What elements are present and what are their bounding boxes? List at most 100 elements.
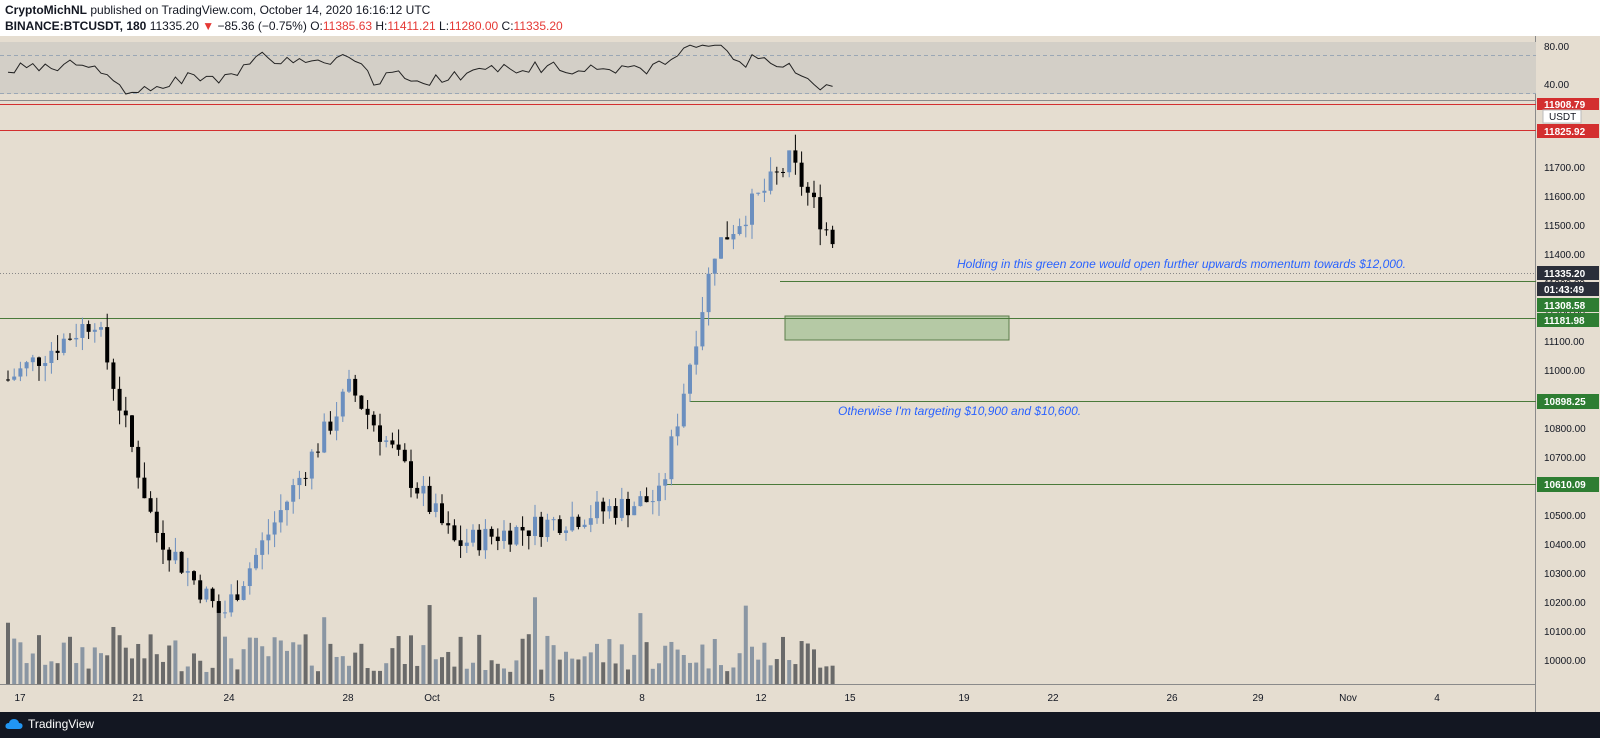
candle-body	[167, 549, 172, 561]
volume-bar	[241, 649, 246, 684]
volume-bar	[508, 671, 513, 684]
candle-body	[551, 519, 556, 521]
volume-bar	[774, 659, 779, 684]
candle-body	[241, 586, 246, 600]
candle-body	[192, 571, 196, 581]
volume-bar	[477, 634, 482, 684]
candle-body	[632, 506, 637, 516]
volume-bar	[322, 617, 327, 684]
candle-body	[440, 503, 444, 524]
tradingview-brand[interactable]: TradingView	[5, 717, 94, 731]
candle-body	[681, 393, 686, 427]
candle-body	[247, 568, 252, 587]
price-tag-11825: 11825.92	[1544, 127, 1586, 138]
volume-bar	[30, 653, 35, 684]
candle-body	[502, 530, 506, 542]
annotation-targets[interactable]: Otherwise I'm targeting $10,900 and $10,…	[838, 404, 1081, 418]
volume-bar	[613, 663, 618, 684]
candle-body	[731, 233, 736, 240]
price-tags: 11908.79 USDT 11825.92 11335.20 01:43:49…	[1537, 98, 1599, 492]
candle-body	[694, 346, 699, 365]
candle-body	[458, 540, 463, 546]
time-tick-13: Nov	[1339, 693, 1357, 704]
plot-background	[0, 36, 1536, 684]
volume-bar	[768, 665, 773, 684]
volume-bar	[111, 626, 116, 684]
volume-bar	[433, 659, 438, 684]
time-tick-3: 28	[342, 693, 354, 704]
volume-bar	[712, 638, 717, 684]
candle-body	[378, 425, 382, 442]
candle-body	[533, 516, 537, 536]
time-tick-5: 5	[549, 693, 555, 704]
horizontal-levels	[0, 104, 1536, 485]
volume-bar	[415, 665, 420, 684]
candle-body	[266, 534, 271, 541]
chart-canvas[interactable]: 80.00 40.00 11700.00 11600.00 11500.00 1140…	[0, 36, 1600, 712]
candle-body	[657, 485, 661, 502]
candle-body	[142, 477, 147, 499]
volume-bar	[737, 653, 742, 684]
volume-bar	[440, 657, 444, 684]
price-tag-11181: 11181.98	[1544, 316, 1585, 327]
volume-bar	[743, 605, 748, 684]
chart-header: CryptoMichNL published on TradingView.co…	[0, 0, 1600, 36]
candle-body	[520, 526, 525, 531]
volume-bar	[216, 603, 221, 684]
candle-body	[198, 580, 203, 600]
candle-body	[235, 594, 240, 600]
candle-body	[781, 171, 785, 173]
candle-body	[588, 518, 593, 525]
volume-bar	[142, 658, 147, 684]
candle-body	[619, 498, 624, 518]
candle-body	[700, 312, 705, 347]
candle-body	[570, 516, 575, 531]
high-label: H:	[375, 19, 388, 33]
candle-body	[644, 496, 649, 503]
candle-body	[117, 388, 122, 411]
candle-body	[18, 368, 23, 377]
candle-body	[669, 436, 674, 480]
candle-body	[216, 601, 221, 613]
volume-bar	[130, 658, 134, 684]
price-tick-12: 10500.00	[1544, 511, 1586, 522]
candle-body	[663, 479, 668, 486]
tradingview-cloud-icon	[5, 719, 23, 729]
volume-bar	[347, 665, 351, 684]
candle-body	[688, 364, 692, 394]
candlestick-series	[6, 134, 835, 619]
published-text: published on TradingView.com, October 14…	[90, 3, 431, 17]
candle-body	[173, 551, 178, 561]
candle-body	[495, 536, 500, 542]
time-axis-ticks: 17 21 24 28 Oct 5 8 12 15 19 22 26 29 Nov 4	[14, 693, 1440, 704]
price-axis-background[interactable]	[1536, 36, 1600, 712]
candle-body	[154, 511, 159, 533]
candle-body	[210, 588, 215, 602]
green-zone[interactable]	[784, 315, 1010, 341]
volume-bar	[49, 661, 54, 684]
volume-bar	[6, 622, 10, 684]
volume-bar	[210, 667, 215, 684]
candle-body	[799, 162, 804, 187]
volume-bar	[781, 636, 785, 684]
candle-body	[309, 451, 314, 479]
price-tick-2: 11500.00	[1544, 221, 1585, 232]
rsi-tick-80: 80.00	[1544, 42, 1569, 53]
candle-body	[675, 426, 680, 437]
candle-body	[223, 612, 227, 614]
volume-bar	[452, 666, 457, 684]
time-axis-background[interactable]	[0, 684, 1536, 712]
candle-body	[427, 485, 432, 512]
annotation-green-zone[interactable]: Holding in this green zone would open fu…	[957, 257, 1406, 271]
candle-body	[526, 530, 531, 536]
candle-body	[595, 501, 599, 519]
price-tick-7: 11000.00	[1544, 366, 1585, 377]
candle-body	[557, 519, 562, 533]
candle-body	[55, 350, 60, 353]
volume-bar	[632, 654, 637, 684]
price-tag-10610-bg	[1537, 477, 1599, 492]
volume-bar	[539, 669, 544, 684]
author-name[interactable]: CryptoMichNL	[5, 3, 87, 17]
volume-bar	[489, 660, 494, 684]
candle-body	[80, 324, 85, 338]
